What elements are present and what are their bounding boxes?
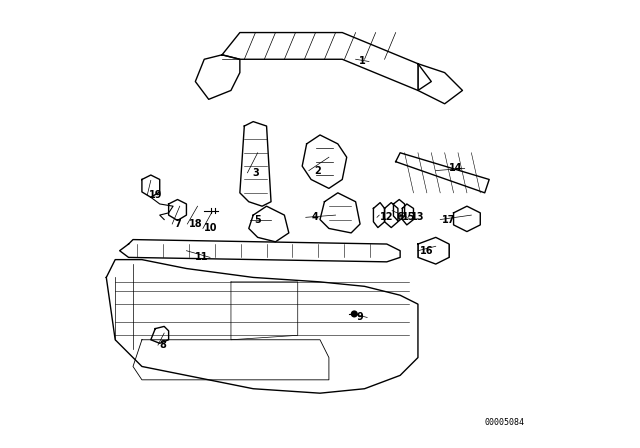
Polygon shape <box>320 193 360 233</box>
Polygon shape <box>385 202 398 228</box>
Circle shape <box>351 310 358 318</box>
Polygon shape <box>302 135 347 188</box>
Polygon shape <box>373 202 385 228</box>
Polygon shape <box>142 175 160 197</box>
Text: 1: 1 <box>359 56 365 66</box>
Text: 8: 8 <box>160 340 166 350</box>
Polygon shape <box>151 327 168 343</box>
Polygon shape <box>231 282 298 340</box>
Polygon shape <box>394 199 404 221</box>
Text: 15: 15 <box>403 212 416 222</box>
Text: 11: 11 <box>195 252 209 263</box>
Polygon shape <box>168 199 186 220</box>
Text: 17: 17 <box>442 215 456 224</box>
Polygon shape <box>133 340 329 380</box>
Text: 19: 19 <box>148 190 162 200</box>
Text: 3: 3 <box>252 168 259 178</box>
Text: 13: 13 <box>411 212 425 222</box>
Polygon shape <box>106 260 418 393</box>
Polygon shape <box>418 237 449 264</box>
Polygon shape <box>222 33 431 90</box>
Polygon shape <box>454 206 480 232</box>
Polygon shape <box>195 55 240 99</box>
Polygon shape <box>240 121 271 206</box>
Text: 2: 2 <box>314 166 321 176</box>
Polygon shape <box>249 206 289 242</box>
Text: 7: 7 <box>174 219 181 229</box>
Text: 18: 18 <box>189 219 202 229</box>
Text: 5: 5 <box>254 215 261 224</box>
Polygon shape <box>403 204 413 225</box>
Text: 16: 16 <box>420 246 434 256</box>
Polygon shape <box>418 64 463 104</box>
Text: 00005084: 00005084 <box>485 418 525 426</box>
Polygon shape <box>396 153 489 193</box>
Text: 14: 14 <box>449 164 463 173</box>
Text: 12: 12 <box>380 212 394 222</box>
Text: 9: 9 <box>356 313 364 323</box>
Text: 6: 6 <box>397 212 403 222</box>
Text: 4: 4 <box>311 212 318 222</box>
Text: 10: 10 <box>204 224 218 233</box>
Polygon shape <box>120 240 400 262</box>
